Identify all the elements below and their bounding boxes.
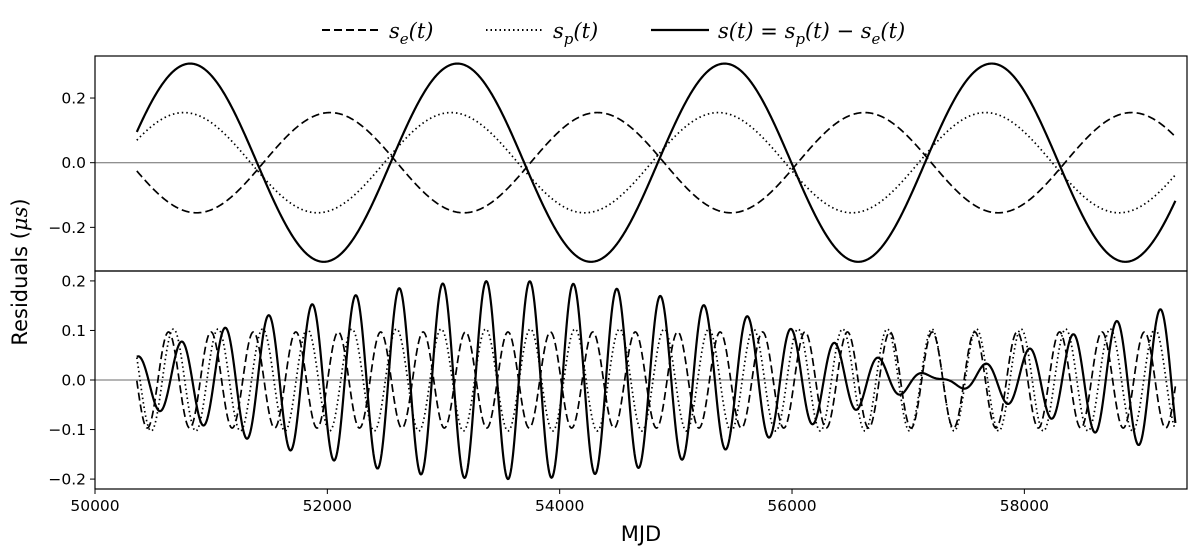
x-tick-label-4: 58000	[1000, 497, 1049, 515]
series-bottom-dashed	[135, 331, 1177, 429]
series-top-dashed	[136, 111, 1176, 214]
x-tick-label-1: 52000	[303, 497, 352, 515]
x-tick-label-3: 56000	[767, 497, 816, 515]
legend-label-s: s(t) = sp(t) − se(t)	[718, 19, 905, 48]
panels: 0.2 0.0 −0.2 0.2 0.1 0.0 −0.1 −0.2	[48, 55, 1188, 490]
series-bottom-dotted	[135, 328, 1177, 432]
y-tick-label-top-2: −0.2	[48, 219, 86, 237]
y-tick-label-bottom-2: 0.0	[61, 372, 86, 390]
series-bottom-solid	[136, 280, 1177, 481]
legend: se(t) sp(t) s(t) = sp(t) − se(t)	[322, 19, 905, 48]
y-tick-label-top-0: 0.2	[61, 90, 86, 108]
y-tick-label-bottom-0: 0.2	[61, 272, 86, 290]
x-axis-label: MJD	[621, 522, 661, 546]
y-tick-label-bottom-3: −0.1	[48, 421, 86, 439]
legend-label-se: se(t)	[389, 19, 434, 48]
plot-frame-bottom	[94, 270, 1188, 490]
x-tick-label-2: 54000	[535, 497, 584, 515]
panel-top: 0.2 0.0 −0.2	[48, 55, 1188, 272]
y-axis-label: Residuals (μs)	[8, 198, 32, 345]
panel-bottom: 0.2 0.1 0.0 −0.1 −0.2	[48, 270, 1188, 490]
x-tick-label-0: 50000	[70, 497, 119, 515]
legend-label-sp: sp(t)	[553, 19, 598, 48]
x-axis-ticks: 50000 52000 54000 56000 58000	[70, 489, 1049, 515]
y-tick-label-top-1: 0.0	[61, 154, 86, 172]
y-tick-label-bottom-1: 0.1	[61, 322, 86, 340]
y-tick-label-bottom-4: −0.2	[48, 471, 86, 489]
series-top-solid	[135, 62, 1177, 263]
